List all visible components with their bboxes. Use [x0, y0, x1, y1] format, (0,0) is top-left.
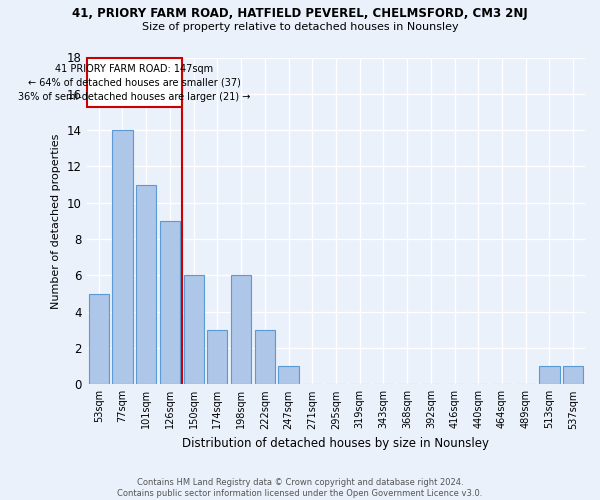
Y-axis label: Number of detached properties: Number of detached properties	[52, 133, 61, 308]
Bar	[539, 366, 560, 384]
Bar	[136, 184, 156, 384]
Bar	[160, 221, 180, 384]
Text: 36% of semi-detached houses are larger (21) →: 36% of semi-detached houses are larger (…	[18, 92, 251, 102]
Text: 41, PRIORY FARM ROAD, HATFIELD PEVEREL, CHELMSFORD, CM3 2NJ: 41, PRIORY FARM ROAD, HATFIELD PEVEREL, …	[72, 8, 528, 20]
Bar	[112, 130, 133, 384]
FancyBboxPatch shape	[87, 58, 182, 106]
Bar	[278, 366, 299, 384]
Bar	[231, 276, 251, 384]
Bar	[207, 330, 227, 384]
Bar	[255, 330, 275, 384]
X-axis label: Distribution of detached houses by size in Nounsley: Distribution of detached houses by size …	[182, 437, 490, 450]
Text: Size of property relative to detached houses in Nounsley: Size of property relative to detached ho…	[142, 22, 458, 32]
Text: Contains HM Land Registry data © Crown copyright and database right 2024.
Contai: Contains HM Land Registry data © Crown c…	[118, 478, 482, 498]
Bar	[184, 276, 204, 384]
Text: 41 PRIORY FARM ROAD: 147sqm: 41 PRIORY FARM ROAD: 147sqm	[55, 64, 214, 74]
Bar	[89, 294, 109, 384]
Text: ← 64% of detached houses are smaller (37): ← 64% of detached houses are smaller (37…	[28, 78, 241, 88]
Bar	[563, 366, 583, 384]
